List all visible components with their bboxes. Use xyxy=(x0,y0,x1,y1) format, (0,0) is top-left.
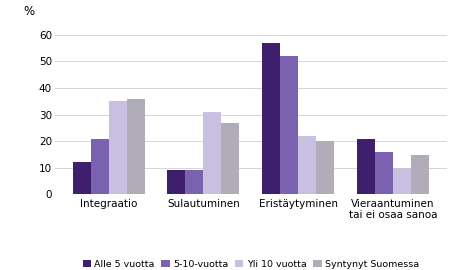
Text: %: % xyxy=(23,5,35,18)
Bar xyxy=(279,56,298,194)
Bar xyxy=(298,136,315,194)
Bar xyxy=(203,112,221,194)
Bar xyxy=(262,43,279,194)
Bar xyxy=(72,163,91,194)
Bar xyxy=(410,154,428,194)
Bar xyxy=(374,152,392,194)
Bar xyxy=(315,141,334,194)
Bar xyxy=(356,139,374,194)
Bar xyxy=(108,101,126,194)
Bar xyxy=(221,123,239,194)
Bar xyxy=(126,99,144,194)
Legend: Alle 5 vuotta, 5-10-vuotta, Yli 10 vuotta, Syntynyt Suomessa: Alle 5 vuotta, 5-10-vuotta, Yli 10 vuott… xyxy=(82,259,418,269)
Bar xyxy=(91,139,108,194)
Bar xyxy=(185,170,203,194)
Bar xyxy=(392,168,410,194)
Bar xyxy=(167,170,185,194)
